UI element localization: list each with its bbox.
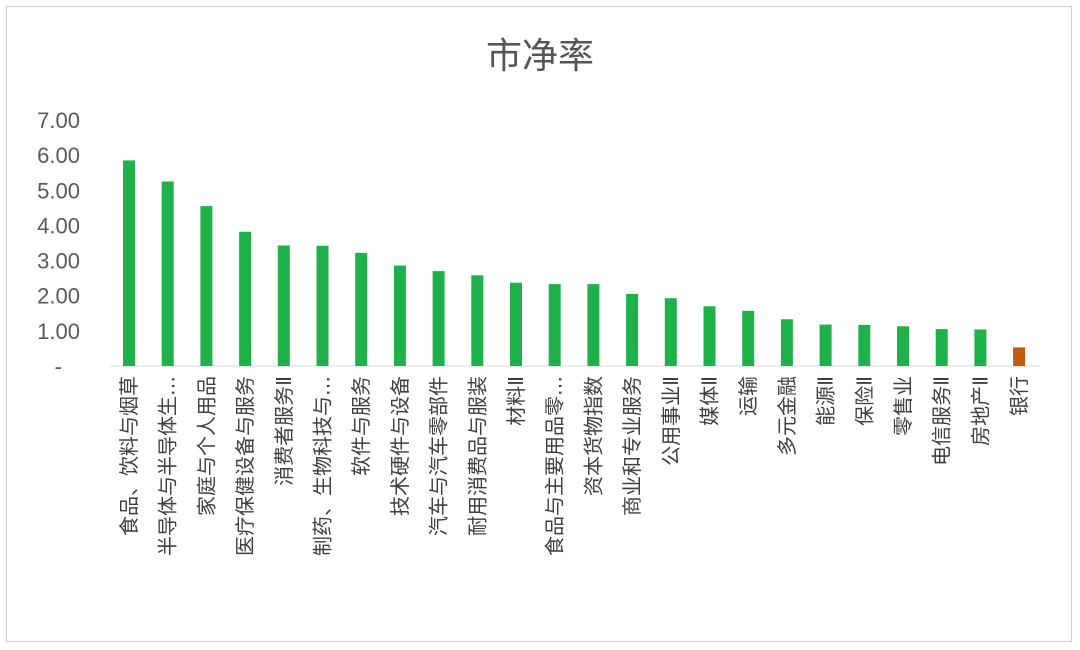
bar [858,324,871,366]
bar [935,329,948,366]
bar [1013,347,1026,366]
x-category-label: 食品、饮料与烟草 [117,376,141,536]
bar [742,310,755,366]
bar [703,306,716,366]
x-category-label: 房地产Ⅱ [968,376,992,446]
y-tick-label: 3.00 [37,249,80,274]
bar [974,329,987,366]
bar [819,324,832,366]
y-tick-label: 6.00 [37,143,80,168]
bar [200,206,213,366]
x-category-label: 能源Ⅱ [814,376,838,426]
bar [161,181,174,366]
x-category-label: 电信服务Ⅱ [930,376,954,466]
y-tick-label: 4.00 [37,213,80,238]
x-category-label: 技术硬件与设备 [388,376,412,516]
bar [393,265,406,366]
bar [277,245,290,366]
x-category-label: 汽车与汽车零部件 [427,376,451,536]
x-axis-labels: 食品、饮料与烟草 半导体与半导体生… 家庭与个人用品 医疗保健设备与服务 消费者服务Ⅱ 制… [117,376,1031,556]
y-tick-label: - [55,354,62,379]
x-category-label: 半导体与半导体生… [156,376,180,556]
bar [432,271,445,366]
bar [123,160,135,366]
x-category-label: 保险Ⅱ [852,376,876,426]
bar [780,319,793,366]
y-tick-label: 1.00 [37,319,80,344]
x-category-label: 食品与主要用品零… [543,376,567,556]
x-category-label: 资本货物指数 [581,376,605,496]
bar [510,282,522,366]
x-category-label: 多元金融 [775,376,799,456]
bar [316,245,329,366]
bar [548,284,561,366]
x-category-label: 医疗保健设备与服务 [233,376,257,556]
chart-title: 市净率 [486,36,594,77]
x-category-label: 媒体Ⅱ [698,376,722,426]
x-category-label: 运输 [736,376,760,416]
y-tick-label: 5.00 [37,178,80,203]
x-category-label: 软件与服务 [349,376,373,476]
x-category-label: 消费者服务Ⅱ [272,376,296,486]
y-tick-label: 2.00 [37,284,80,309]
bar [239,231,252,366]
bar [664,298,677,366]
chart-frame [6,6,1072,642]
bar [471,275,484,366]
bar [355,252,368,366]
bar [587,284,600,366]
x-category-label: 耐用消费品与服装 [465,376,489,536]
x-category-label: 制药、生物科技与… [311,376,335,556]
y-axis: - 1.00 2.00 3.00 4.00 5.00 6.00 7.00 [37,108,80,379]
x-category-label: 公用事业Ⅱ [659,376,683,466]
bars-group [123,160,1026,366]
bar [897,326,909,366]
y-tick-label: 7.00 [37,108,80,133]
x-category-label: 商业和专业服务 [620,376,644,516]
x-category-label: 银行 [1007,376,1031,416]
x-category-label: 零售业 [891,376,915,436]
x-category-label: 材料Ⅱ [504,376,528,426]
bar [626,293,639,366]
x-category-label: 家庭与个人用品 [194,376,218,516]
